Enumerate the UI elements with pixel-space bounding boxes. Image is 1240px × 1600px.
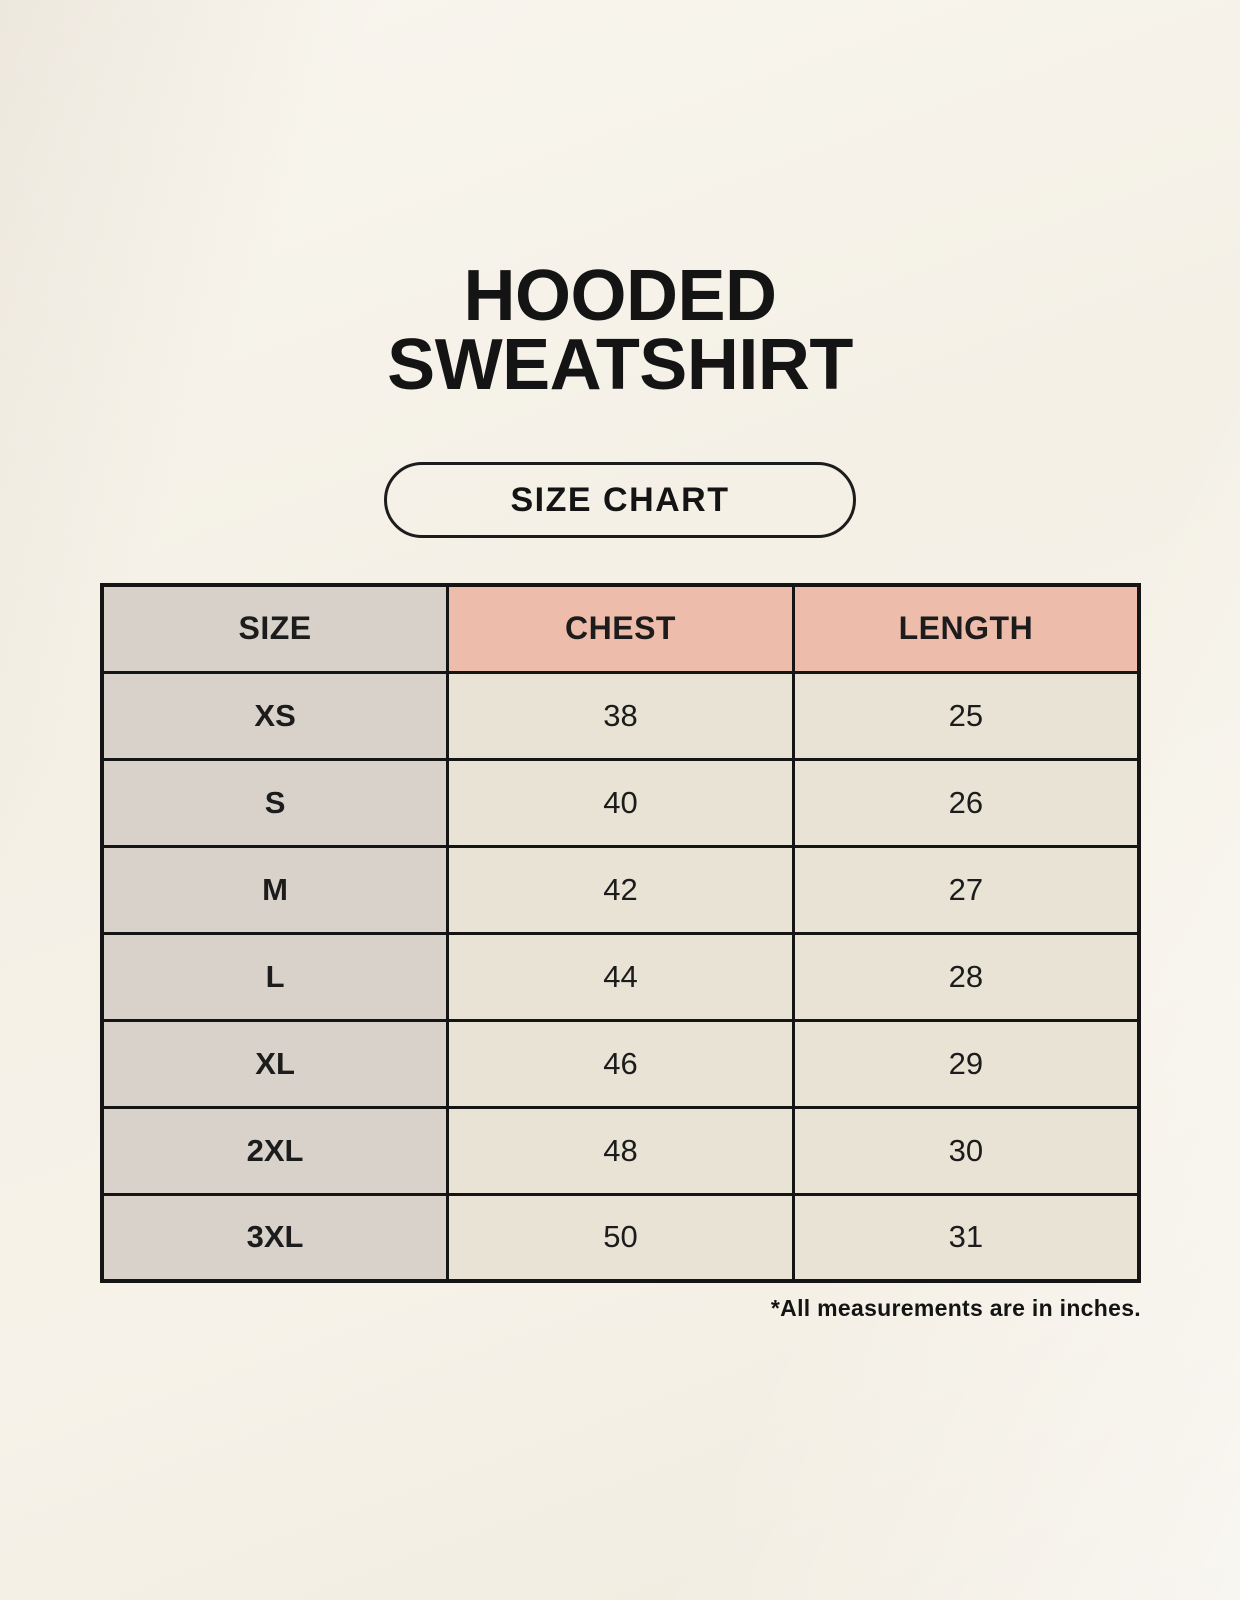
table-row: M 42 27	[100, 844, 1141, 935]
measurements-footnote: *All measurements are in inches.	[770, 1295, 1141, 1321]
table-row: XS 38 25	[100, 670, 1141, 761]
chest-value-cell: 40	[446, 757, 795, 848]
chest-value-cell: 44	[446, 931, 795, 1022]
size-label-cell: XS	[100, 670, 450, 761]
length-value-cell: 28	[791, 931, 1141, 1022]
size-label-cell: L	[100, 931, 450, 1022]
table-row: XL 46 29	[100, 1018, 1141, 1109]
chest-value-cell: 38	[446, 670, 795, 761]
length-value-cell: 29	[791, 1018, 1141, 1109]
length-value-cell: 25	[791, 670, 1141, 761]
chest-value-cell: 46	[446, 1018, 795, 1109]
size-label-cell: 3XL	[100, 1192, 450, 1283]
table-row: 3XL 50 31	[100, 1192, 1141, 1283]
size-chart-badge: SIZE CHART	[384, 462, 856, 538]
column-header-size: SIZE	[100, 583, 450, 674]
size-label-cell: XL	[100, 1018, 450, 1109]
column-header-length: LENGTH	[791, 583, 1141, 674]
page-title: HOODED SWEATSHIRT	[0, 0, 1240, 401]
table-header-row: SIZE CHEST LENGTH	[100, 583, 1141, 674]
size-table: SIZE CHEST LENGTH XS 38 25 S 40 26 M	[100, 583, 1141, 1283]
column-header-chest: CHEST	[446, 583, 795, 674]
title-line-2: SWEATSHIRT	[387, 325, 853, 405]
length-value-cell: 31	[791, 1192, 1141, 1283]
table-row: 2XL 48 30	[100, 1105, 1141, 1196]
length-value-cell: 27	[791, 844, 1141, 935]
title-line-1: HOODED	[463, 256, 777, 336]
size-chart-badge-label: SIZE CHART	[510, 480, 730, 519]
chest-value-cell: 42	[446, 844, 795, 935]
chest-value-cell: 48	[446, 1105, 795, 1196]
size-label-cell: S	[100, 757, 450, 848]
size-label-cell: 2XL	[100, 1105, 450, 1196]
table-row: S 40 26	[100, 757, 1141, 848]
length-value-cell: 26	[791, 757, 1141, 848]
length-value-cell: 30	[791, 1105, 1141, 1196]
chest-value-cell: 50	[446, 1192, 795, 1283]
table-row: L 44 28	[100, 931, 1141, 1022]
size-table-container: SIZE CHEST LENGTH XS 38 25 S 40 26 M	[100, 583, 1141, 1322]
size-label-cell: M	[100, 844, 450, 935]
